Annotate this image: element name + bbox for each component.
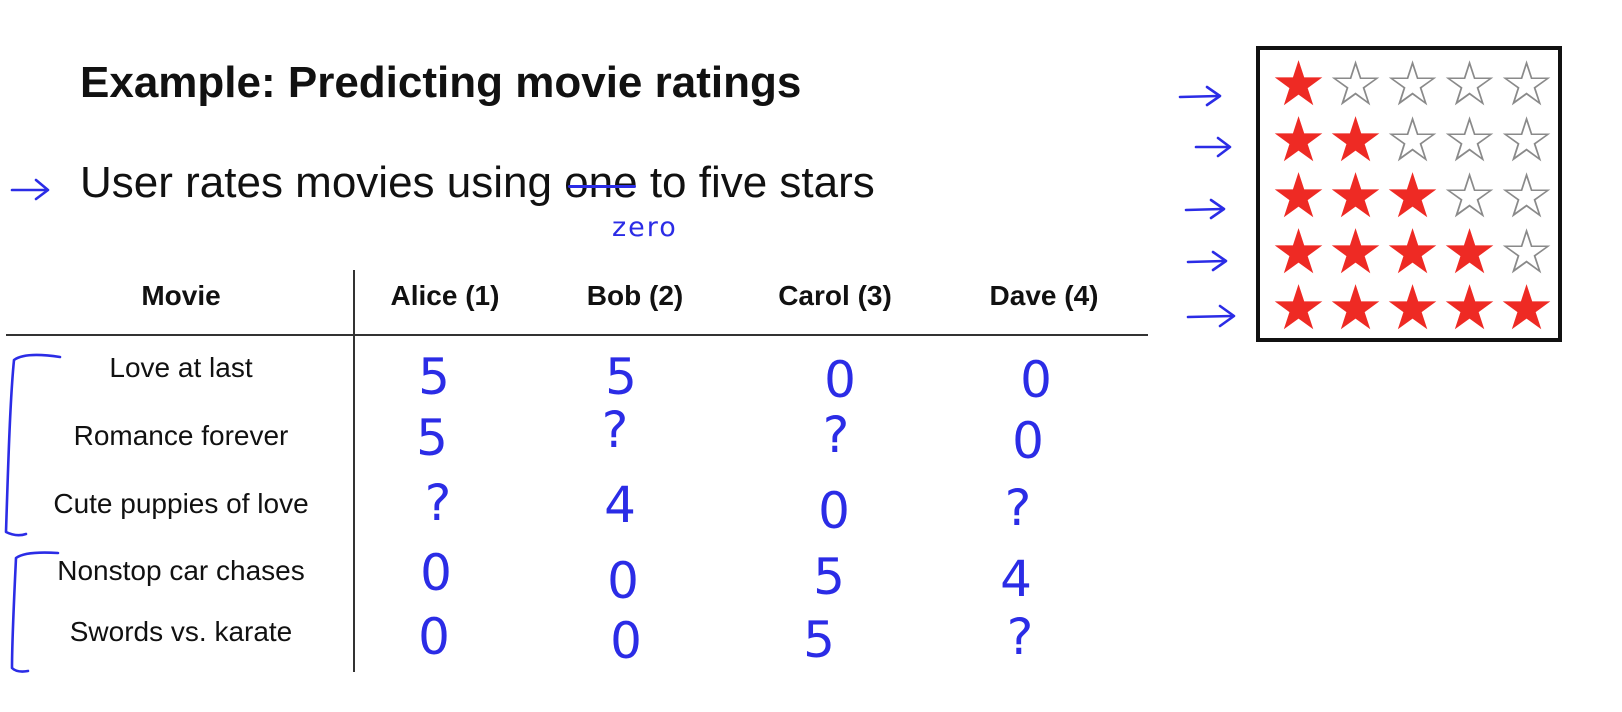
rating-cell: ? — [424, 474, 452, 532]
filled-star-icon: ★ — [1327, 103, 1384, 176]
filled-star-icon: ★ — [1384, 271, 1441, 344]
rating-cell: ? — [1006, 608, 1034, 666]
movie-name: Swords vs. karate — [69, 616, 293, 647]
empty-star-icon: ☆ — [1384, 103, 1441, 176]
romance-bracket-icon — [4, 353, 62, 537]
rating-cell: 0 — [610, 612, 642, 670]
rating-cell: 0 — [1012, 412, 1044, 470]
star-row: ★ ★ ★ ☆ ☆ — [1270, 159, 1555, 232]
level-arrow-5-icon — [1186, 304, 1236, 328]
rating-cell: 0 — [1020, 351, 1052, 409]
empty-star-icon: ☆ — [1327, 47, 1384, 120]
struck-word: one — [564, 158, 638, 207]
filled-star-icon: ★ — [1327, 159, 1384, 232]
filled-star-icon: ★ — [1441, 271, 1498, 344]
rating-cell: 5 — [418, 348, 450, 406]
action-bracket-icon — [10, 551, 60, 673]
rating-cell: 0 — [607, 552, 639, 610]
empty-star-icon: ☆ — [1498, 103, 1555, 176]
empty-star-icon: ☆ — [1498, 159, 1555, 232]
star-row: ★ ★ ★ ★ ★ — [1270, 271, 1555, 344]
star-rating-scale: ★ ☆ ☆ ☆ ☆ ★ ★ ☆ ☆ ☆ ★ ★ ★ ☆ ☆ ★ ★ ★ ★ ☆ ★ ★ ★ ★ ★ — [1256, 46, 1562, 342]
rating-cell: 4 — [604, 476, 636, 534]
star-row: ★ ★ ☆ ☆ ☆ — [1270, 103, 1555, 176]
slide-title: Example: Predicting movie ratings — [80, 58, 802, 107]
filled-star-icon: ★ — [1270, 271, 1327, 344]
filled-star-icon: ★ — [1441, 215, 1498, 288]
empty-star-icon: ☆ — [1498, 47, 1555, 120]
header-bob: Bob (2) — [586, 280, 684, 311]
level-arrow-1-icon — [1178, 85, 1222, 107]
rating-cell: ? — [822, 406, 850, 464]
rating-cell: 5 — [813, 548, 845, 606]
rating-cell: 5 — [605, 348, 637, 406]
empty-star-icon: ☆ — [1441, 47, 1498, 120]
filled-star-icon: ★ — [1327, 271, 1384, 344]
bullet-text-start: User rates movies using — [80, 158, 565, 207]
empty-star-icon: ☆ — [1441, 159, 1498, 232]
rating-cell: ? — [601, 401, 629, 459]
rating-cell: 5 — [416, 409, 448, 467]
empty-star-icon: ☆ — [1498, 215, 1555, 288]
filled-star-icon: ★ — [1384, 159, 1441, 232]
filled-star-icon: ★ — [1270, 159, 1327, 232]
bullet-text-end: to five stars — [637, 158, 875, 207]
filled-star-icon: ★ — [1327, 215, 1384, 288]
rating-cell: 0 — [420, 544, 452, 602]
rating-cell: 4 — [1000, 550, 1032, 608]
movie-name: Cute puppies of love — [53, 488, 309, 519]
filled-star-icon: ★ — [1270, 103, 1327, 176]
header-dave: Dave (4) — [989, 280, 1099, 311]
star-row: ★ ★ ★ ★ ☆ — [1270, 215, 1555, 288]
level-arrow-4-icon — [1186, 250, 1228, 272]
empty-star-icon: ☆ — [1384, 47, 1441, 120]
empty-star-icon: ☆ — [1441, 103, 1498, 176]
filled-star-icon: ★ — [1270, 47, 1327, 120]
level-arrow-2-icon — [1194, 136, 1232, 158]
filled-star-icon: ★ — [1270, 215, 1327, 288]
level-arrow-3-icon — [1184, 198, 1226, 220]
movie-name: Romance forever — [73, 420, 289, 451]
bullet-arrow-icon — [10, 178, 50, 201]
filled-star-icon: ★ — [1498, 271, 1555, 344]
movie-name: Nonstop car chases — [57, 555, 305, 586]
handwritten-correction: zero — [612, 212, 678, 243]
rating-cell: 0 — [818, 482, 850, 540]
header-movie: Movie — [141, 280, 221, 311]
rating-cell: 0 — [824, 351, 856, 409]
header-carol: Carol (3) — [778, 280, 892, 311]
rating-cell: 0 — [418, 608, 450, 666]
star-row: ★ ☆ ☆ ☆ ☆ — [1270, 47, 1555, 120]
rating-cell: ? — [1004, 479, 1032, 537]
movie-name: Love at last — [109, 352, 253, 383]
header-alice: Alice (1) — [390, 280, 500, 311]
filled-star-icon: ★ — [1384, 215, 1441, 288]
bullet-text: User rates movies using one to five star… — [80, 158, 875, 208]
rating-cell: 5 — [803, 611, 835, 669]
